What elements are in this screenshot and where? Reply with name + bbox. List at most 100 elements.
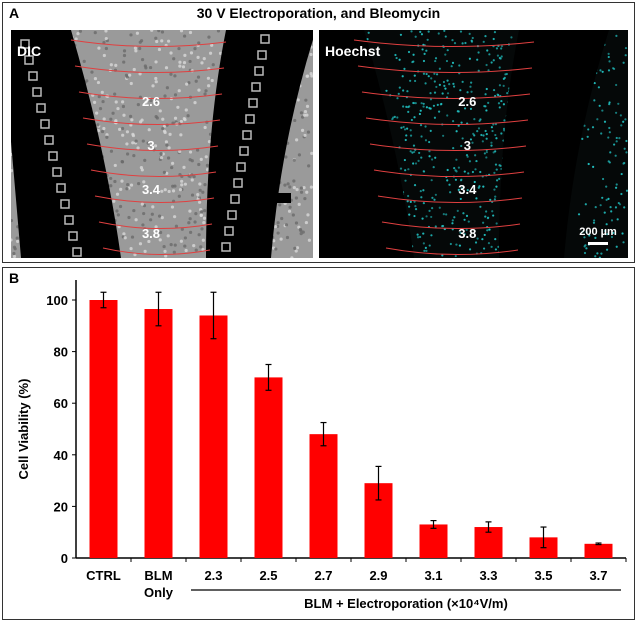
cell	[396, 97, 399, 100]
cell	[193, 46, 197, 51]
cell	[138, 40, 142, 44]
x-tick-label: 2.3	[204, 568, 222, 583]
cell	[496, 54, 500, 57]
cell	[291, 213, 295, 217]
cell	[293, 118, 297, 123]
cell	[609, 151, 612, 154]
cell	[125, 142, 129, 146]
cell	[498, 66, 501, 69]
cell	[455, 130, 458, 133]
cell	[460, 121, 463, 124]
cell	[96, 123, 100, 127]
y-tick-label: 60	[54, 396, 68, 411]
cell	[205, 163, 210, 168]
cell	[422, 202, 425, 205]
field-contour	[365, 117, 529, 126]
cell	[135, 31, 140, 35]
cell	[173, 116, 178, 120]
cell	[425, 106, 428, 109]
cell	[451, 222, 454, 225]
cell	[402, 125, 405, 129]
cell	[192, 174, 196, 179]
cell	[424, 246, 427, 249]
cell	[428, 244, 431, 247]
cell	[172, 250, 176, 254]
cell	[300, 128, 305, 132]
cell	[435, 73, 439, 76]
cell	[599, 69, 602, 72]
field-contour	[82, 117, 221, 126]
bar	[309, 434, 338, 558]
cell	[437, 110, 441, 113]
cell	[396, 116, 399, 119]
cell	[171, 161, 175, 165]
marker-square	[40, 119, 50, 129]
cell	[194, 212, 198, 216]
cell	[130, 235, 135, 239]
cell	[428, 155, 431, 158]
cell	[487, 101, 490, 104]
cell	[177, 46, 181, 51]
cell	[424, 82, 427, 85]
cell	[477, 127, 481, 130]
marker-square	[242, 130, 252, 140]
cell	[97, 95, 101, 99]
cell	[169, 243, 173, 247]
cell	[420, 102, 423, 105]
field-contour	[361, 91, 531, 100]
cell	[457, 110, 460, 113]
cell	[599, 204, 602, 207]
cell	[196, 75, 201, 79]
cell	[201, 190, 205, 194]
cell	[173, 215, 177, 219]
cell	[163, 249, 167, 253]
cell	[115, 192, 120, 196]
cell	[485, 137, 488, 140]
cell	[178, 149, 182, 154]
x-tick-label: 2.7	[314, 568, 332, 583]
cell	[122, 53, 127, 58]
cell	[604, 229, 607, 233]
cell	[401, 75, 404, 78]
field-contour	[381, 221, 521, 230]
cell	[585, 247, 588, 250]
cell	[448, 83, 451, 86]
cell	[430, 77, 433, 80]
cell	[206, 76, 211, 80]
cell	[124, 73, 129, 77]
cell	[407, 110, 410, 113]
marker-square	[48, 151, 58, 161]
cell	[408, 213, 411, 216]
cell	[102, 126, 106, 131]
scale-bar	[588, 242, 608, 245]
cell	[486, 229, 489, 232]
cell	[407, 105, 410, 109]
cell	[434, 193, 437, 196]
cell	[141, 139, 145, 143]
cell	[102, 117, 106, 121]
cell	[397, 92, 400, 95]
cell	[366, 38, 369, 41]
marker-square	[32, 87, 42, 97]
cell	[468, 248, 472, 251]
cell	[475, 197, 478, 200]
cell	[429, 92, 432, 95]
cell	[484, 129, 487, 133]
cell	[207, 140, 212, 144]
cell	[598, 104, 601, 107]
cell	[134, 139, 138, 143]
cell	[491, 129, 494, 133]
marker-square	[239, 146, 249, 156]
cell	[490, 245, 493, 248]
cell	[460, 187, 464, 190]
cell	[413, 74, 416, 77]
marker-square	[36, 103, 46, 113]
cell	[158, 109, 162, 113]
cell	[495, 222, 498, 225]
cell	[603, 120, 607, 123]
cell	[139, 166, 144, 170]
cell	[288, 205, 292, 209]
cell	[481, 140, 484, 143]
cell	[420, 135, 423, 138]
cell	[593, 219, 596, 222]
